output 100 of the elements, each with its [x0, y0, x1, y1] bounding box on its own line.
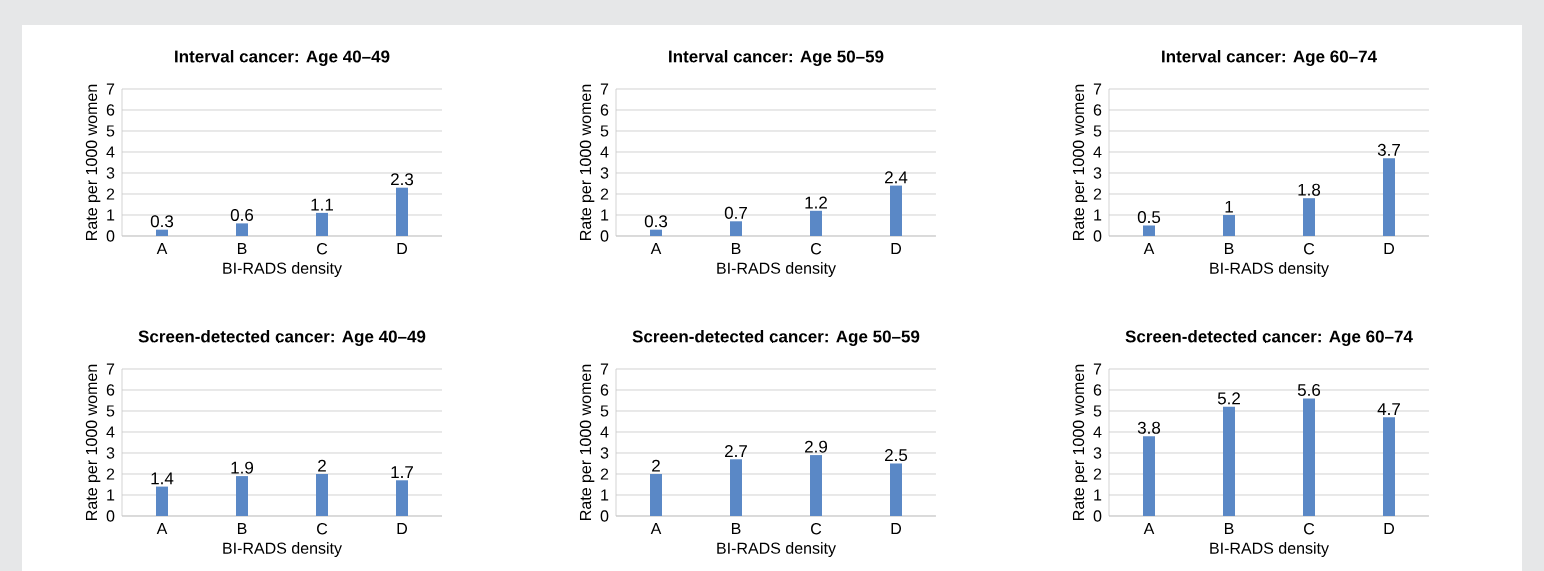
bar	[1303, 198, 1315, 236]
data-label: 2.7	[725, 445, 747, 457]
y-tick-label: 2	[1093, 468, 1102, 480]
y-tick-label: 7	[600, 363, 609, 375]
y-tick-label: 0	[1093, 230, 1102, 242]
data-label: 0.3	[644, 215, 668, 228]
y-tick-label: 3	[600, 167, 609, 179]
x-tick-label: A	[650, 243, 662, 255]
y-tick-label: 2	[600, 468, 609, 480]
data-label: 2.4	[885, 171, 908, 184]
data-label: 2.9	[805, 440, 828, 453]
y-tick-label: 2	[106, 188, 115, 200]
bar	[1143, 225, 1155, 236]
y-tick-label: 2	[1093, 188, 1102, 200]
y-tick-label: 0	[600, 230, 609, 242]
bar	[396, 480, 408, 516]
y-tick-label: 4	[106, 426, 115, 438]
y-tick-label: 4	[600, 426, 609, 438]
data-label: 0.5	[1137, 211, 1161, 224]
bar	[1383, 158, 1395, 236]
chart-title: Interval cancer: Age 50–59	[669, 50, 884, 66]
y-axis-title: Rate per 1000 women	[1072, 364, 1088, 520]
y-tick-label: 4	[1093, 426, 1102, 438]
y-tick-label: 7	[1093, 363, 1102, 375]
y-tick-label: 4	[600, 146, 609, 158]
data-label: 3.7	[1377, 143, 1400, 156]
data-label: 0.6	[230, 208, 254, 221]
y-tick-label: 3	[1093, 447, 1102, 459]
x-tick-label: B	[237, 523, 247, 535]
y-tick-label: 6	[600, 104, 609, 116]
x-tick-label: C	[1304, 243, 1315, 255]
data-label: 4.7	[1377, 403, 1400, 415]
x-tick-label: A	[1143, 243, 1155, 255]
bar	[236, 223, 248, 236]
x-tick-label: B	[1224, 523, 1234, 535]
bar	[650, 229, 662, 236]
y-tick-label: 1	[601, 489, 609, 501]
bar	[1223, 214, 1235, 236]
data-label: 1.4	[151, 472, 174, 485]
y-tick-label: 5	[1093, 125, 1102, 137]
y-axis-title: Rate per 1000 women	[85, 84, 101, 240]
data-label: 2.3	[391, 173, 414, 186]
x-axis-title: BI-RADS density	[223, 262, 342, 278]
x-axis-title: BI-RADS density	[1210, 262, 1329, 278]
y-axis-title: Rate per 1000 women	[579, 84, 595, 240]
y-tick-label: 5	[106, 125, 115, 137]
data-label: 2.5	[885, 449, 908, 462]
x-tick-label: C	[317, 523, 328, 535]
y-tick-label: 5	[600, 125, 609, 137]
y-tick-label: 4	[106, 146, 115, 158]
x-tick-label: D	[891, 523, 902, 535]
y-tick-label: 1	[107, 209, 115, 221]
bar	[890, 185, 902, 236]
chart-title: Interval cancer: Age 40–49	[175, 50, 390, 66]
y-tick-label: 7	[600, 83, 609, 95]
x-tick-label: D	[397, 243, 408, 255]
y-tick-label: 6	[1093, 104, 1102, 116]
chart-title: Screen-detected cancer: Age 60–74	[1125, 330, 1413, 346]
chart-title: Screen-detected cancer: Age 40–49	[138, 330, 426, 346]
y-tick-label: 1	[1094, 209, 1102, 221]
y-tick-label: 6	[600, 384, 609, 396]
bar	[810, 210, 822, 236]
data-label: 5.6	[1297, 383, 1321, 396]
x-tick-label: B	[731, 243, 741, 255]
y-tick-label: 0	[106, 510, 115, 522]
data-label: 1	[1225, 200, 1233, 213]
data-label: 5.2	[1217, 392, 1240, 405]
x-tick-label: A	[156, 523, 168, 535]
x-axis-title: BI-RADS density	[223, 542, 342, 558]
y-tick-label: 7	[106, 83, 115, 95]
y-tick-label: 0	[600, 510, 609, 522]
bar	[730, 221, 742, 236]
bar	[156, 486, 169, 516]
y-axis-title: Rate per 1000 women	[85, 364, 101, 520]
x-tick-label: D	[891, 243, 902, 255]
x-tick-label: C	[811, 243, 822, 255]
bar	[236, 476, 248, 516]
y-tick-label: 5	[1093, 405, 1102, 417]
data-label: 1.1	[311, 198, 333, 211]
bar	[316, 473, 328, 516]
bar	[1223, 406, 1235, 516]
bar	[1383, 417, 1395, 516]
data-label: 1.9	[231, 461, 254, 474]
data-label: 2	[652, 459, 660, 472]
chart-title: Screen-detected cancer: Age 50–59	[632, 330, 920, 346]
x-tick-label: C	[317, 243, 328, 255]
x-tick-label: B	[237, 243, 247, 255]
y-tick-label: 5	[600, 405, 609, 417]
data-label: 2	[318, 459, 326, 472]
y-tick-label: 2	[106, 468, 115, 480]
x-axis-title: BI-RADS density	[1210, 542, 1329, 558]
x-tick-label: C	[1304, 523, 1315, 535]
x-tick-label: D	[1384, 243, 1395, 255]
y-tick-label: 7	[1093, 83, 1102, 95]
y-tick-label: 6	[1093, 384, 1102, 396]
y-axis-title: Rate per 1000 women	[1072, 84, 1088, 240]
x-tick-label: A	[156, 243, 168, 255]
y-tick-label: 7	[106, 363, 115, 375]
data-label: 0.3	[150, 215, 174, 228]
data-label: 1.2	[805, 196, 827, 209]
